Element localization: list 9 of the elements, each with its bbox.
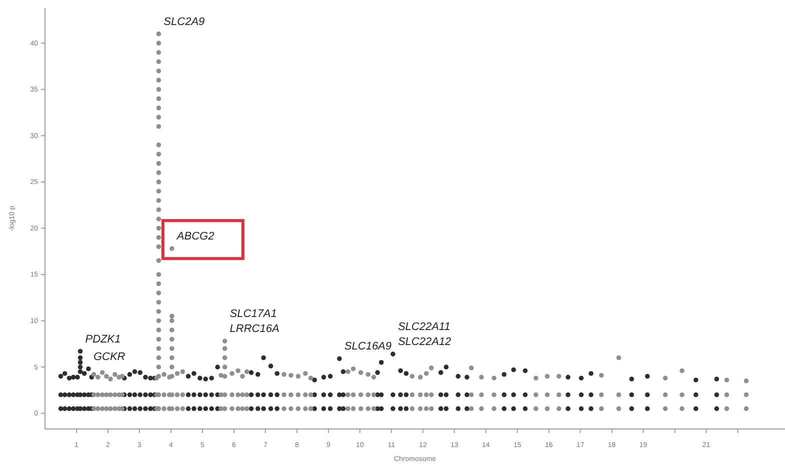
annotation: SLC17A1 [230, 308, 277, 320]
annotation: PDZK1 [85, 333, 121, 346]
annotation: SLC22A12 [398, 336, 452, 348]
annotation: SLC2A9 [164, 16, 205, 28]
annotation: SLC16A9 [344, 340, 392, 353]
annotation: LRRC16A [230, 323, 280, 336]
annotation: GCKR [93, 350, 126, 363]
annotation: SLC22A11 [398, 321, 450, 334]
annotation: ABCG2 [176, 230, 214, 243]
